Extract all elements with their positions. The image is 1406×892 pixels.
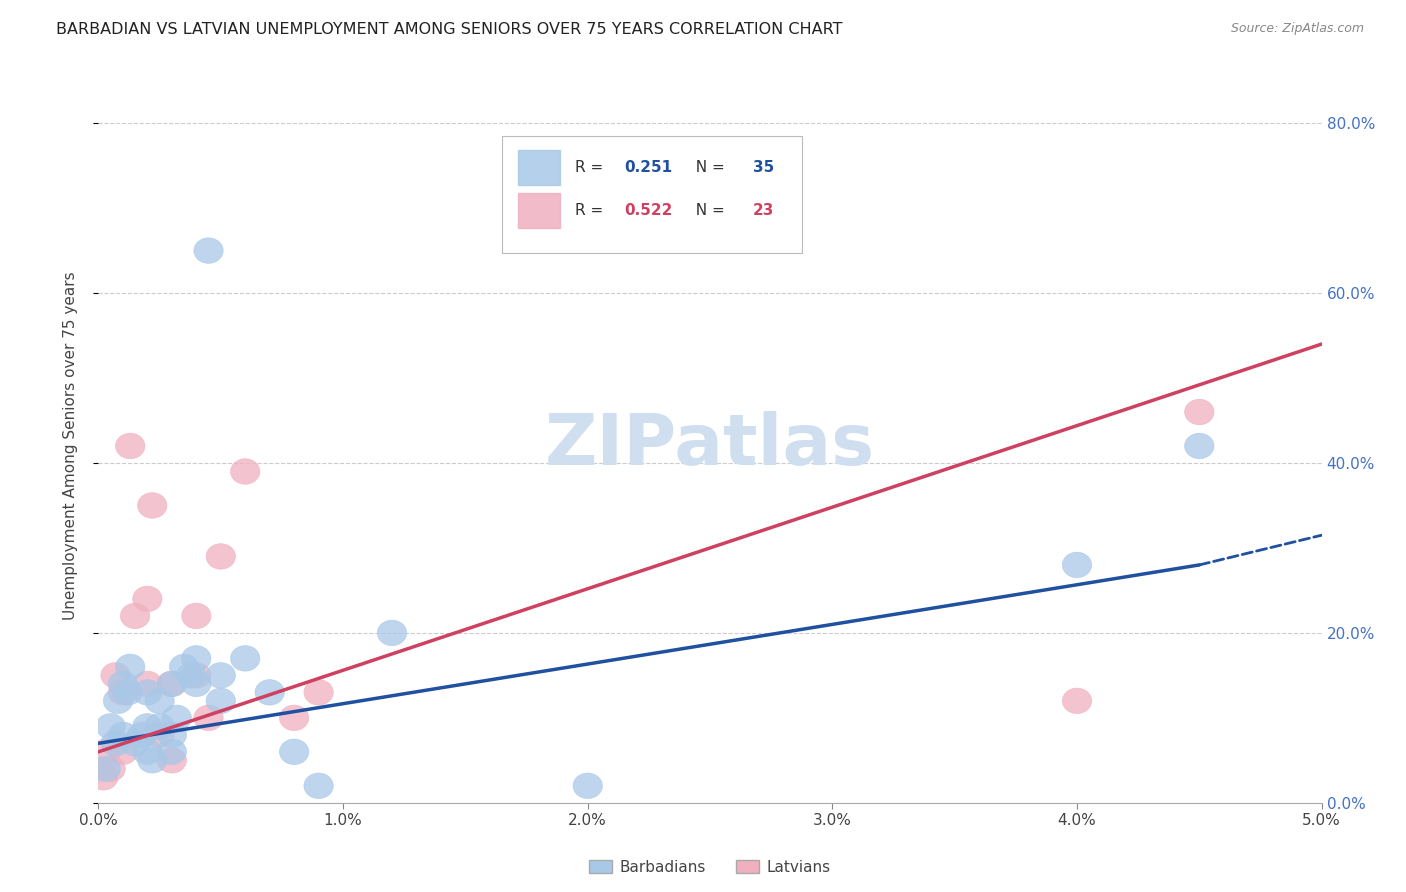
Ellipse shape — [304, 680, 333, 705]
Ellipse shape — [132, 671, 162, 697]
Ellipse shape — [91, 739, 121, 764]
Ellipse shape — [194, 705, 224, 731]
Ellipse shape — [181, 671, 211, 697]
Ellipse shape — [304, 773, 333, 798]
Ellipse shape — [96, 714, 125, 739]
Ellipse shape — [128, 723, 157, 747]
Ellipse shape — [1185, 400, 1213, 425]
Text: Source: ZipAtlas.com: Source: ZipAtlas.com — [1230, 22, 1364, 36]
Ellipse shape — [207, 688, 235, 714]
Ellipse shape — [115, 654, 145, 680]
Ellipse shape — [181, 646, 211, 671]
Ellipse shape — [377, 620, 406, 646]
Ellipse shape — [145, 714, 174, 739]
Text: R =: R = — [575, 203, 609, 218]
Ellipse shape — [1063, 688, 1091, 714]
Ellipse shape — [207, 544, 235, 569]
Ellipse shape — [108, 671, 138, 697]
Ellipse shape — [108, 680, 138, 705]
FancyBboxPatch shape — [517, 193, 560, 227]
Ellipse shape — [89, 764, 118, 790]
FancyBboxPatch shape — [502, 136, 801, 253]
FancyBboxPatch shape — [517, 150, 560, 185]
Text: BARBADIAN VS LATVIAN UNEMPLOYMENT AMONG SENIORS OVER 75 YEARS CORRELATION CHART: BARBADIAN VS LATVIAN UNEMPLOYMENT AMONG … — [56, 22, 842, 37]
Text: ZIPatlas: ZIPatlas — [546, 411, 875, 481]
Ellipse shape — [157, 747, 187, 773]
Ellipse shape — [280, 739, 309, 764]
Ellipse shape — [194, 238, 224, 263]
Ellipse shape — [108, 723, 138, 747]
Ellipse shape — [115, 434, 145, 458]
Text: N =: N = — [686, 161, 730, 175]
Ellipse shape — [138, 747, 167, 773]
Text: 0.251: 0.251 — [624, 161, 672, 175]
Ellipse shape — [181, 663, 211, 688]
Ellipse shape — [157, 739, 187, 764]
Ellipse shape — [108, 739, 138, 764]
Ellipse shape — [1185, 434, 1213, 458]
Ellipse shape — [103, 688, 132, 714]
Ellipse shape — [121, 731, 150, 756]
Ellipse shape — [181, 603, 211, 629]
Ellipse shape — [157, 723, 187, 747]
Ellipse shape — [138, 492, 167, 518]
Text: R =: R = — [575, 161, 609, 175]
Ellipse shape — [132, 739, 162, 764]
Ellipse shape — [112, 680, 142, 705]
Ellipse shape — [231, 458, 260, 484]
Y-axis label: Unemployment Among Seniors over 75 years: Unemployment Among Seniors over 75 years — [63, 272, 77, 620]
Ellipse shape — [157, 671, 187, 697]
Ellipse shape — [177, 663, 207, 688]
Ellipse shape — [231, 646, 260, 671]
Ellipse shape — [207, 663, 235, 688]
Ellipse shape — [145, 723, 174, 747]
Ellipse shape — [96, 756, 125, 781]
Legend: Barbadians, Latvians: Barbadians, Latvians — [583, 854, 837, 880]
Ellipse shape — [254, 680, 284, 705]
Ellipse shape — [280, 705, 309, 731]
Ellipse shape — [121, 603, 150, 629]
Ellipse shape — [101, 731, 131, 756]
Ellipse shape — [574, 773, 602, 798]
Ellipse shape — [1063, 552, 1091, 578]
Ellipse shape — [132, 714, 162, 739]
Ellipse shape — [162, 705, 191, 731]
Ellipse shape — [169, 654, 198, 680]
Text: 23: 23 — [752, 203, 775, 218]
Ellipse shape — [157, 671, 187, 697]
Text: 35: 35 — [752, 161, 775, 175]
Text: 0.522: 0.522 — [624, 203, 673, 218]
Ellipse shape — [101, 663, 131, 688]
Ellipse shape — [91, 756, 121, 781]
Ellipse shape — [145, 688, 174, 714]
Ellipse shape — [132, 586, 162, 612]
Text: N =: N = — [686, 203, 730, 218]
Ellipse shape — [132, 680, 162, 705]
